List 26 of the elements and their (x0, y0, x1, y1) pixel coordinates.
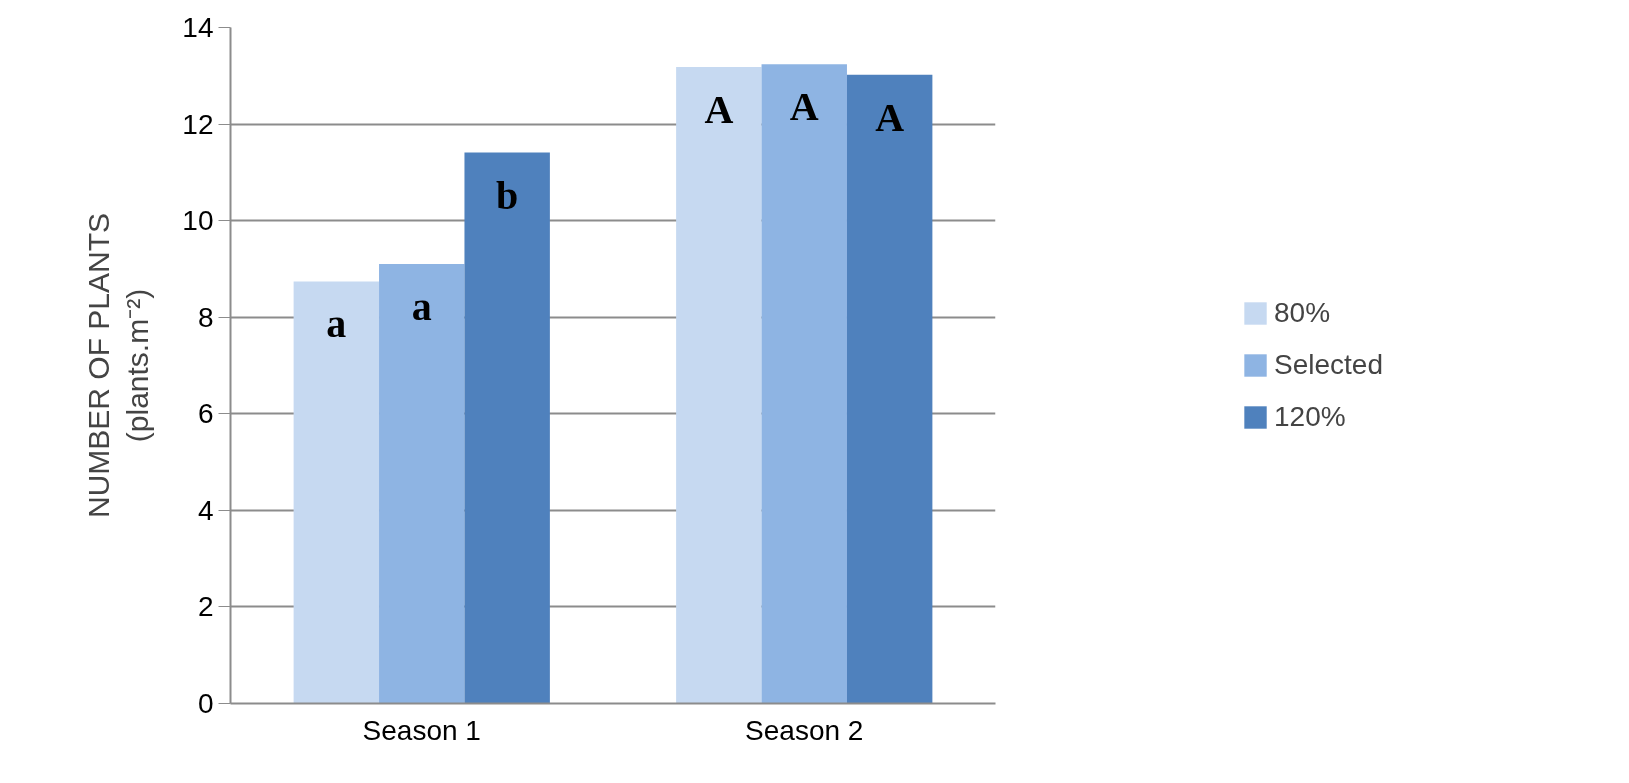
y-tick-label: 6 (197, 398, 214, 430)
bar (676, 67, 762, 704)
data-label: A (875, 94, 905, 140)
y-tick-label: 8 (197, 301, 214, 333)
data-label: a (411, 284, 432, 330)
y-tick-label: 0 (197, 688, 214, 719)
x-tick-label: Season 1 (362, 714, 481, 746)
y-tick-label: 12 (182, 108, 214, 140)
legend-label: 80% (1274, 297, 1331, 329)
bar (846, 74, 933, 704)
legend-label: 120% (1274, 401, 1346, 433)
bar (379, 264, 465, 704)
bar (293, 281, 380, 704)
data-label: A (789, 84, 819, 130)
bar (464, 152, 550, 704)
data-label: A (704, 87, 734, 133)
data-label: a (326, 301, 347, 347)
y-tick-label: 4 (197, 494, 214, 526)
y-axis-title: NUMBER OF PLANTS (plants.m⁻²) (81, 212, 155, 519)
bar (761, 64, 847, 704)
data-label: b (496, 172, 519, 218)
y-tick-label: 10 (182, 205, 214, 237)
x-tick-label: Season 2 (745, 714, 864, 746)
y-tick-label: 14 (182, 12, 214, 43)
legend-label: Selected (1274, 349, 1383, 381)
y-tick-label: 2 (197, 591, 214, 623)
